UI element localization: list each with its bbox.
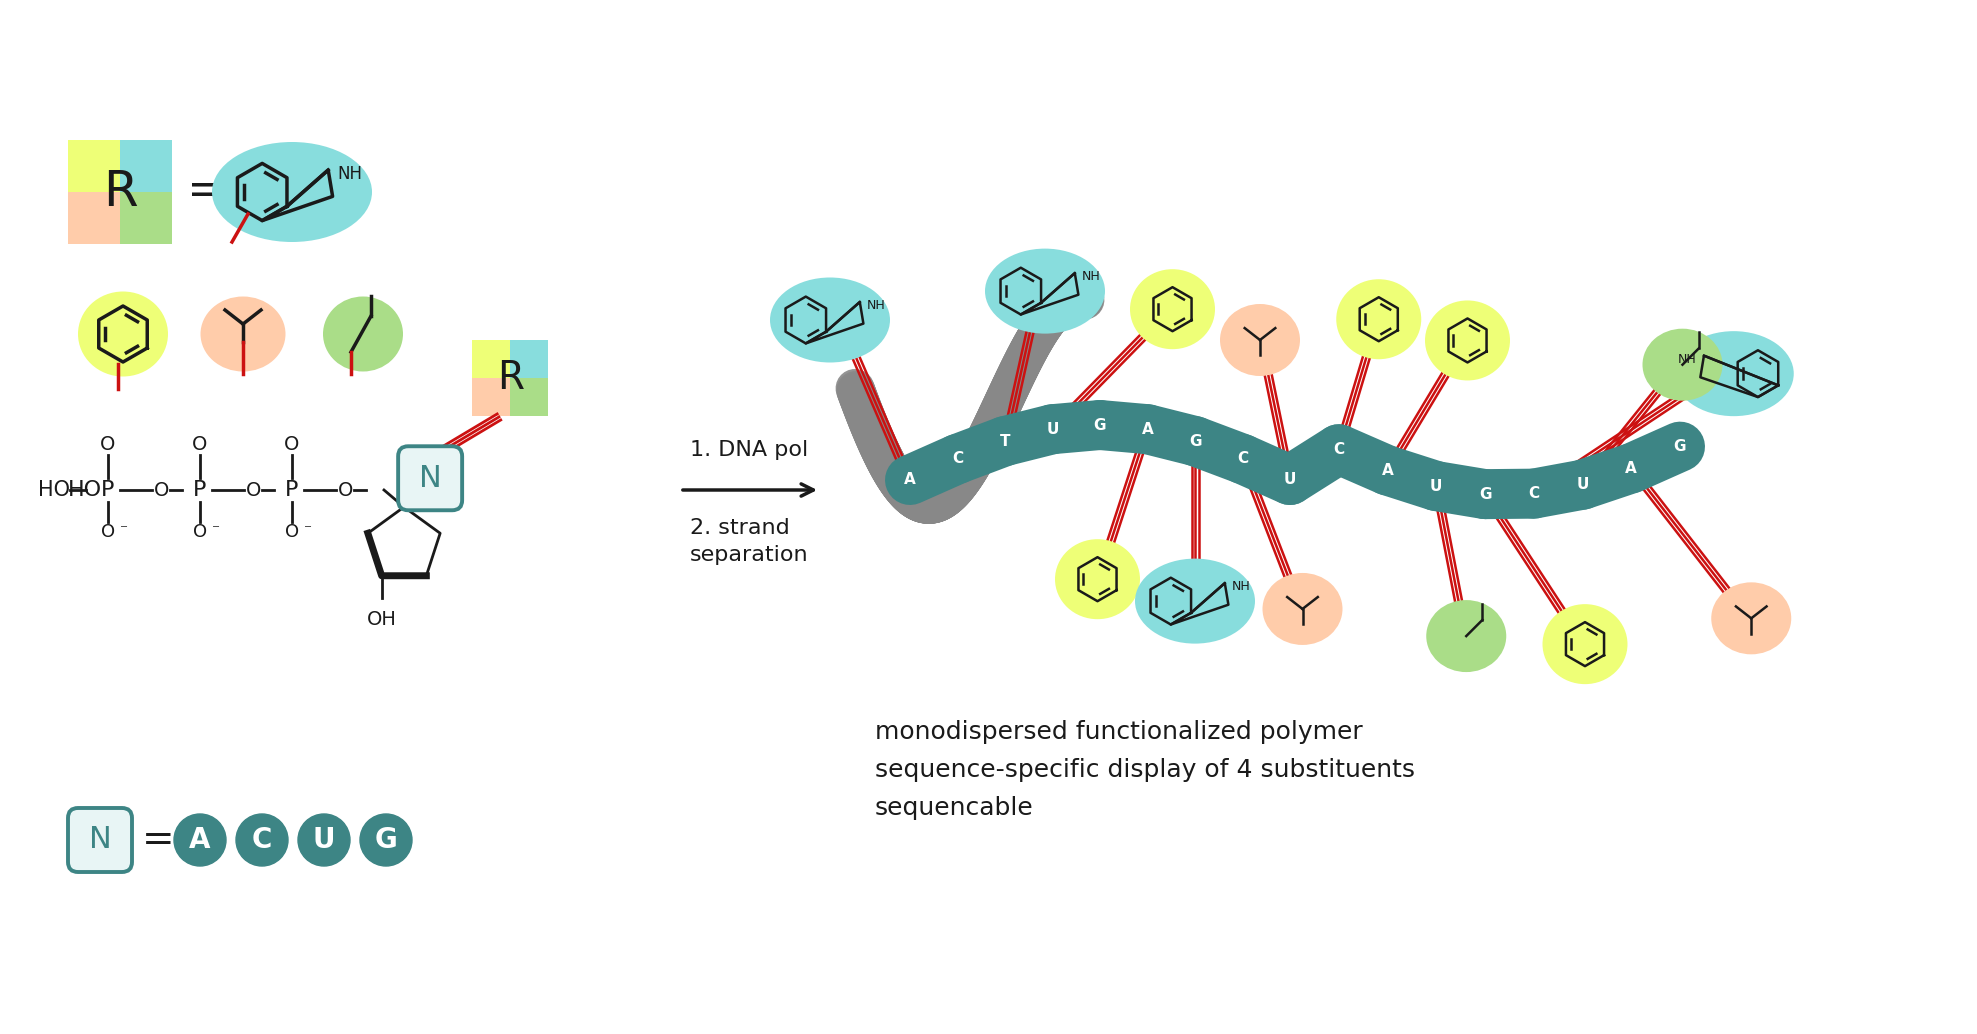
Bar bbox=[510, 340, 548, 378]
Bar bbox=[510, 378, 548, 417]
Ellipse shape bbox=[77, 292, 168, 376]
Text: P: P bbox=[285, 480, 299, 500]
Text: P: P bbox=[101, 480, 115, 500]
Text: sequence-specific display of 4 substituents: sequence-specific display of 4 substitue… bbox=[876, 758, 1416, 782]
Text: O: O bbox=[101, 523, 115, 541]
Text: N: N bbox=[419, 464, 441, 493]
Text: A: A bbox=[1382, 463, 1394, 478]
Ellipse shape bbox=[1712, 582, 1791, 655]
Text: =: = bbox=[142, 821, 174, 859]
Bar bbox=[121, 192, 172, 244]
Text: O: O bbox=[154, 481, 170, 499]
Text: A: A bbox=[1141, 422, 1153, 436]
Text: A: A bbox=[190, 826, 212, 854]
Text: ⁻: ⁻ bbox=[121, 522, 129, 538]
Text: NH: NH bbox=[1081, 270, 1101, 283]
Ellipse shape bbox=[985, 248, 1105, 334]
Text: G: G bbox=[374, 826, 397, 854]
Text: U: U bbox=[1046, 422, 1060, 436]
Text: T: T bbox=[1000, 433, 1010, 449]
Text: O: O bbox=[101, 435, 117, 455]
Text: NH: NH bbox=[1678, 353, 1696, 366]
Ellipse shape bbox=[1336, 279, 1421, 359]
Bar bbox=[67, 140, 121, 192]
Text: G: G bbox=[1675, 439, 1686, 454]
Text: NH: NH bbox=[868, 299, 886, 312]
Text: A: A bbox=[903, 473, 915, 487]
Ellipse shape bbox=[1675, 331, 1793, 416]
Text: C: C bbox=[1238, 452, 1247, 466]
Text: ⁻: ⁻ bbox=[304, 522, 312, 538]
Ellipse shape bbox=[322, 297, 403, 371]
Text: C: C bbox=[251, 826, 273, 854]
Circle shape bbox=[235, 814, 289, 866]
FancyBboxPatch shape bbox=[397, 447, 463, 510]
Text: O: O bbox=[395, 486, 411, 505]
Text: 1. DNA pol: 1. DNA pol bbox=[690, 440, 809, 460]
Text: G: G bbox=[1188, 433, 1202, 449]
Text: O: O bbox=[285, 435, 301, 455]
Text: O: O bbox=[192, 435, 208, 455]
Text: =: = bbox=[188, 170, 227, 214]
Text: G: G bbox=[1479, 487, 1491, 501]
Text: C: C bbox=[1528, 486, 1540, 501]
FancyBboxPatch shape bbox=[67, 808, 132, 872]
Text: O: O bbox=[285, 523, 299, 541]
Text: U: U bbox=[1283, 473, 1297, 487]
Text: O: O bbox=[338, 481, 354, 499]
Text: C: C bbox=[953, 452, 963, 466]
Text: HO: HO bbox=[38, 480, 69, 500]
Text: ⁻: ⁻ bbox=[212, 522, 219, 538]
Ellipse shape bbox=[1263, 573, 1342, 645]
Ellipse shape bbox=[1220, 304, 1301, 376]
Text: O: O bbox=[247, 481, 261, 499]
Text: NH: NH bbox=[1232, 580, 1251, 594]
Bar bbox=[473, 378, 510, 417]
Text: HO: HO bbox=[67, 480, 103, 500]
Ellipse shape bbox=[1542, 604, 1627, 685]
Ellipse shape bbox=[212, 142, 372, 242]
Text: U: U bbox=[1429, 479, 1443, 493]
Ellipse shape bbox=[1643, 329, 1722, 401]
Ellipse shape bbox=[769, 277, 890, 363]
Ellipse shape bbox=[200, 297, 285, 371]
Text: separation: separation bbox=[690, 545, 809, 565]
Circle shape bbox=[299, 814, 350, 866]
Text: 2. strand: 2. strand bbox=[690, 518, 789, 538]
Ellipse shape bbox=[1131, 269, 1216, 349]
Ellipse shape bbox=[1425, 301, 1510, 381]
Text: monodispersed functionalized polymer: monodispersed functionalized polymer bbox=[876, 720, 1362, 744]
Text: R: R bbox=[103, 168, 136, 216]
Text: O: O bbox=[194, 523, 208, 541]
Ellipse shape bbox=[1135, 558, 1255, 643]
Text: U: U bbox=[312, 826, 336, 854]
Text: P: P bbox=[194, 480, 208, 500]
Ellipse shape bbox=[1056, 539, 1141, 619]
Text: OH: OH bbox=[366, 610, 397, 629]
Text: G: G bbox=[1093, 418, 1107, 432]
Bar bbox=[67, 192, 121, 244]
Circle shape bbox=[174, 814, 225, 866]
Text: C: C bbox=[1332, 442, 1344, 457]
Text: A: A bbox=[1625, 461, 1637, 476]
Text: U: U bbox=[1576, 477, 1590, 492]
Ellipse shape bbox=[1425, 600, 1506, 672]
Text: R: R bbox=[496, 359, 524, 397]
Bar bbox=[473, 340, 510, 378]
Circle shape bbox=[360, 814, 411, 866]
Text: sequencable: sequencable bbox=[876, 796, 1034, 820]
Text: NH: NH bbox=[336, 165, 362, 183]
Bar bbox=[121, 140, 172, 192]
Text: N: N bbox=[89, 825, 111, 854]
